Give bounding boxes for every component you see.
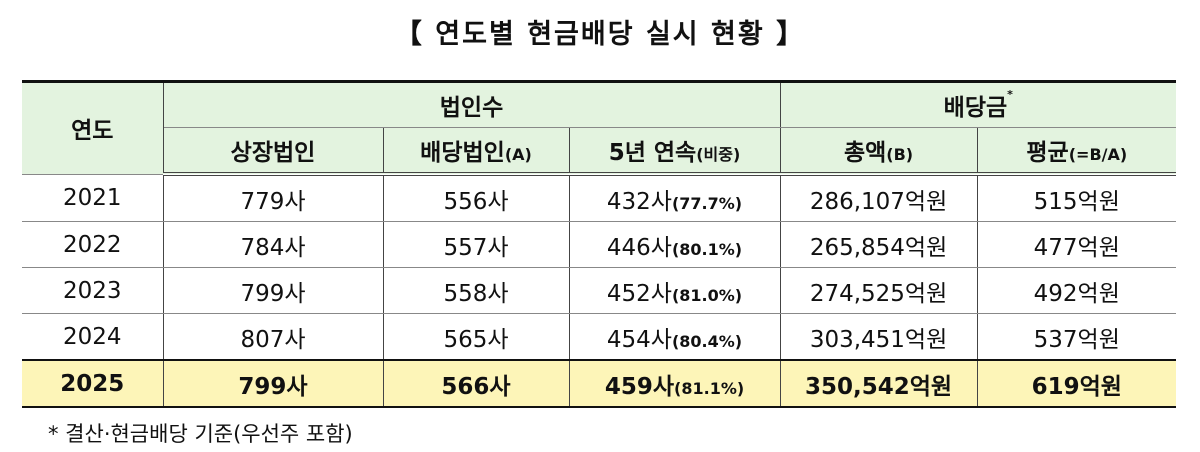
table-row: 2021 779사 556사 432사(77.7%) 286,107억원 515…: [22, 174, 1177, 222]
cell-listed: 807사: [162, 313, 384, 361]
cell-div-corp: 558사: [382, 267, 570, 314]
cell-five-year: 452사(81.0%): [568, 267, 781, 314]
header-five-year: 5년 연속(비중): [568, 127, 781, 176]
header-total: 총액(B): [779, 127, 978, 176]
cell-avg: 619억원: [976, 359, 1177, 408]
cell-listed: 799사: [162, 359, 384, 408]
cell-year: 2021: [22, 174, 164, 222]
cell-div-corp: 566사: [382, 359, 570, 408]
cell-listed: 779사: [162, 174, 384, 222]
cell-year: 2023: [22, 267, 164, 314]
header-dividend-group: 배당금*: [779, 80, 1177, 128]
cell-listed: 799사: [162, 267, 384, 314]
cell-total: 303,451억원: [779, 313, 978, 361]
cell-total: 350,542억원: [779, 359, 978, 408]
cell-five-year: 454사(80.4%): [568, 313, 781, 361]
cell-div-corp: 565사: [382, 313, 570, 361]
header-div-corp: 배당법인(A): [382, 127, 570, 176]
cell-five-year: 459사(81.1%): [568, 359, 781, 408]
table-row: 2022 784사 557사 446사(80.1%) 265,854억원 477…: [22, 221, 1177, 268]
header-year: 연도: [22, 80, 164, 175]
cell-div-corp: 557사: [382, 221, 570, 268]
table-row: 2025 799사 566사 459사(81.1%) 350,542억원 619…: [22, 359, 1177, 408]
cell-total: 274,525억원: [779, 267, 978, 314]
cell-div-corp: 556사: [382, 174, 570, 222]
cell-year: 2024: [22, 313, 164, 361]
cell-avg: 515억원: [976, 174, 1177, 222]
footnote: * 결산·현금배당 기준(우선주 포함): [48, 422, 353, 446]
table-row: 2023 799사 558사 452사(81.0%) 274,525억원 492…: [22, 267, 1177, 314]
cell-total: 286,107억원: [779, 174, 978, 222]
cell-avg: 477억원: [976, 221, 1177, 268]
header-listed: 상장법인: [163, 127, 384, 176]
table-row: 2024 807사 565사 454사(80.4%) 303,451억원 537…: [22, 313, 1177, 361]
cell-avg: 492억원: [976, 267, 1177, 314]
cell-total: 265,854억원: [779, 221, 978, 268]
header-corp-group: 법인수: [162, 80, 781, 128]
cell-year: 2022: [22, 221, 164, 268]
header-avg: 평균(=B/A): [976, 127, 1177, 176]
cell-five-year: 446사(80.1%): [568, 221, 781, 268]
dividend-table: 연도 법인수 배당금* 상장법인 배당법인(A) 5년 연속(비중) 총액(B)…: [22, 80, 1177, 408]
cell-year: 2025: [22, 359, 164, 408]
cell-five-year: 432사(77.7%): [568, 174, 781, 222]
cell-listed: 784사: [162, 221, 384, 268]
cell-avg: 537억원: [976, 313, 1177, 361]
table-title: 【 연도별 현금배당 실시 현황 】: [394, 19, 806, 50]
